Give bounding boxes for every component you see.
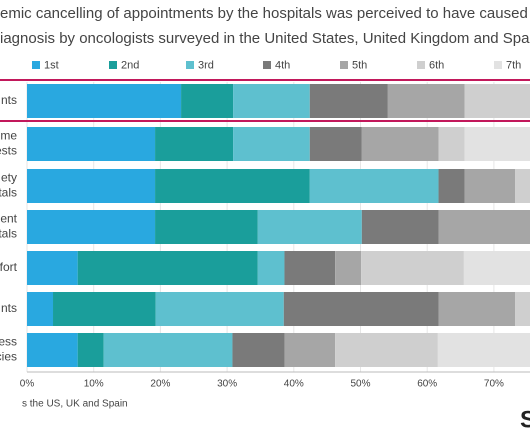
bar-segment [233,84,310,118]
bar-segment [27,292,54,326]
bar-segment [27,84,182,118]
bar-segment [155,169,310,203]
bars [27,84,530,367]
legend-swatch [109,61,117,69]
legend-label: 7th [506,59,521,71]
x-tick-label: 40% [284,379,304,390]
x-tick-label: 10% [84,379,104,390]
bar-segment [27,169,156,203]
legend-swatch [186,61,194,69]
bar-segment [27,210,156,244]
bar-segment [257,251,285,285]
bar-segment [464,127,530,161]
legend-label: 6th [429,59,444,71]
y-tick-label: ent [0,212,17,226]
y-tick-label: tals [0,227,17,241]
x-tick-label: 60% [417,379,437,390]
bar-segment [438,292,516,326]
y-tick-label: ess [0,335,17,349]
legend-label: 5th [352,59,367,71]
bar-segment [335,251,362,285]
bar-segment [515,292,530,326]
bar-segment [361,127,439,161]
x-tick-label: 50% [350,379,370,390]
bar-segment [27,251,78,285]
chart-title: emic cancelling of appointments by the h… [0,5,530,22]
bar-segment [232,333,285,367]
source: s the US, UK and Spain [22,399,128,410]
y-tick-label: tals [0,186,17,200]
bar-segment [233,127,310,161]
bar-segment [361,251,464,285]
x-tick-label: 70% [484,379,504,390]
bar-segment [309,127,362,161]
legend-swatch [494,61,502,69]
bar-segment [155,127,234,161]
legend-swatch [263,61,271,69]
y-tick-label: ety [1,171,17,185]
bar-segment [309,169,439,203]
x-tick-label: 30% [217,379,237,390]
legend-swatch [32,61,40,69]
legend-label: 3rd [198,59,214,71]
chart-title: iagnosis by oncologists surveyed in the … [0,30,530,47]
x-tick-label: 0% [20,379,35,390]
bar-segment [387,84,465,118]
bar-segment [27,333,78,367]
bar-segment [463,251,530,285]
bar-segment [438,127,465,161]
legend-swatch [340,61,348,69]
y-tick-label: nts [1,93,17,107]
bar-segment [284,251,336,285]
bar-segment [53,292,156,326]
bar-segment [515,169,530,203]
y-tick-label: nts [1,301,17,315]
legend-label: 4th [275,59,290,71]
bar-segment [155,292,284,326]
bar-segment [77,333,104,367]
bar-segment [438,210,530,244]
bar-segment [284,333,336,367]
logo: S [520,406,530,433]
bar-segment [27,127,156,161]
legend-swatch [417,61,425,69]
x-tick-label: 20% [150,379,170,390]
legend-label: 1st [44,59,59,71]
bar-segment [335,333,438,367]
bar-segment [309,84,388,118]
bar-segment [464,169,516,203]
y-tick-label: cies [0,350,17,364]
bar-segment [464,84,530,118]
legend-label: 2nd [121,59,139,71]
bar-segment [257,210,362,244]
y-tick-label: me [0,129,17,143]
bar-segment [155,210,258,244]
bar-segment [77,251,258,285]
bar-segment [437,333,530,367]
y-tick-label: fort [0,260,18,274]
bar-segment [361,210,439,244]
bar-segment [283,292,439,326]
bar-segment [181,84,234,118]
bar-segment [103,333,233,367]
bar-segment [438,169,465,203]
